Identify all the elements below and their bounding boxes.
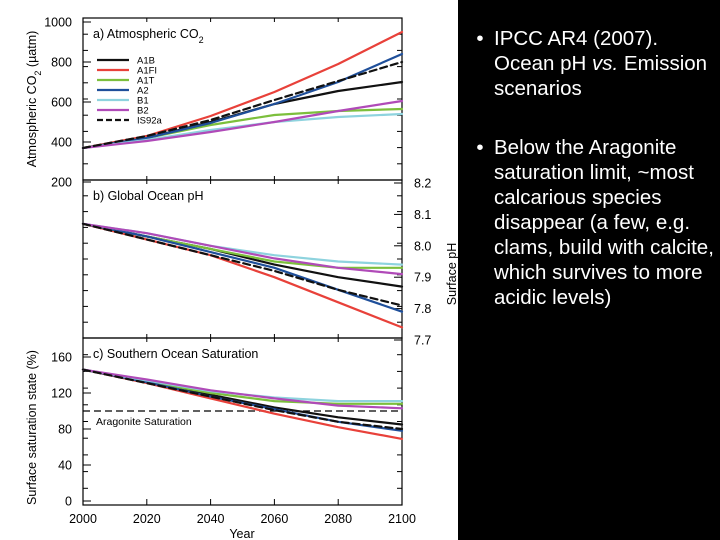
series-line-b2 bbox=[81, 368, 404, 410]
series-line-is92a bbox=[81, 60, 404, 150]
legend-label: A2 bbox=[137, 86, 149, 97]
y-axis-label: Atmospheric CO2 (µatm) bbox=[25, 31, 43, 168]
panel-title-subscript: 2 bbox=[199, 35, 204, 45]
y-tick-label: 7.8 bbox=[414, 302, 431, 316]
y-axis-label: Surface saturation state (%) bbox=[25, 350, 39, 505]
bullet-item: • IPCC AR4 (2007). Ocean pH vs. Emission… bbox=[466, 26, 716, 101]
bullet-text: IPCC AR4 (2007). Ocean pH vs. Emission s… bbox=[494, 27, 708, 100]
series-line-is92a bbox=[81, 368, 404, 431]
x-tick-label: 2000 bbox=[69, 512, 97, 526]
bullet-text: Below the Aragonite saturation limit, ~m… bbox=[494, 136, 714, 309]
y-tick-label: 7.7 bbox=[414, 334, 431, 348]
legend-label: A1B bbox=[137, 56, 155, 67]
legend-label: IS92a bbox=[137, 116, 163, 127]
y-tick-label: 8.1 bbox=[414, 208, 431, 222]
legend-label: B1 bbox=[137, 96, 149, 107]
series-line-b2 bbox=[81, 99, 404, 150]
series-line-is92a bbox=[81, 222, 404, 307]
x-tick-label: 2060 bbox=[260, 512, 288, 526]
panel-title: b) Global Ocean pH bbox=[93, 189, 203, 203]
series-line-a1fi bbox=[81, 222, 404, 329]
y-tick-label: 800 bbox=[51, 56, 72, 70]
bullet-dot-icon: • bbox=[476, 27, 484, 50]
panel-frame bbox=[82, 17, 403, 181]
y-tick-label: 1000 bbox=[44, 16, 72, 30]
y-tick-label: 40 bbox=[58, 459, 72, 473]
y-tick-label: 120 bbox=[51, 387, 72, 401]
bullet-dot-icon: • bbox=[476, 136, 484, 159]
x-tick-label: 2100 bbox=[388, 512, 416, 526]
y-tick-label: 8.0 bbox=[414, 239, 431, 253]
y-tick-label: 80 bbox=[58, 423, 72, 437]
panel-title: c) Southern Ocean Saturation bbox=[93, 347, 258, 361]
legend-label: A1T bbox=[137, 76, 155, 87]
x-tick-label: 2080 bbox=[324, 512, 352, 526]
series-line-a1fi bbox=[81, 30, 404, 150]
series-line-a2 bbox=[81, 52, 404, 150]
x-tick-label: 2040 bbox=[197, 512, 225, 526]
y-tick-label: 160 bbox=[51, 351, 72, 365]
y-tick-label: 200 bbox=[51, 176, 72, 190]
legend-label: A1FI bbox=[137, 66, 157, 77]
x-tick-label: 2020 bbox=[133, 512, 161, 526]
series-line-b2 bbox=[81, 222, 404, 276]
y-tick-label: 600 bbox=[51, 96, 72, 110]
x-axis-label: Year bbox=[229, 527, 254, 540]
panel-title: a) Atmospheric CO2 bbox=[93, 27, 204, 45]
y-tick-label: 0 bbox=[65, 495, 72, 509]
figure-panel: 200 400 600 800 1000 a) Atmospheric CO2 Atmosp… bbox=[0, 0, 458, 540]
legend-label: B2 bbox=[137, 106, 149, 117]
y-tick-label: 7.9 bbox=[414, 271, 431, 285]
y-tick-label: 400 bbox=[51, 136, 72, 150]
y-axis-label-unit: (µatm) bbox=[25, 31, 39, 71]
series-line-a1t bbox=[81, 368, 404, 405]
notes-panel: • IPCC AR4 (2007). Ocean pH vs. Emission… bbox=[466, 26, 716, 344]
y-axis-label-subscript: 2 bbox=[33, 71, 43, 76]
aragonite-annotation: Aragonite Saturation bbox=[96, 416, 192, 428]
y-tick-label: 8.2 bbox=[414, 177, 431, 191]
y-axis-label: Surface pH bbox=[445, 243, 458, 306]
bullet-item: • Below the Aragonite saturation limit, … bbox=[466, 135, 716, 310]
